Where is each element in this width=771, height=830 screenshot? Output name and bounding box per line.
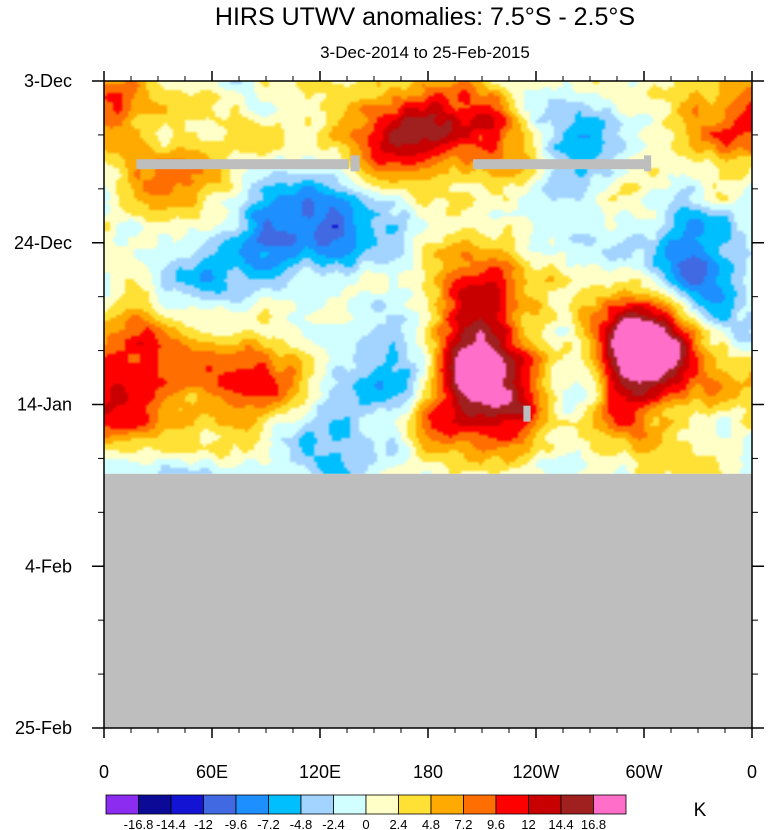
y-tick-label: 24-Dec: [14, 233, 72, 253]
colorbar-swatch: [235, 794, 269, 815]
missing-data-layer: [104, 155, 752, 728]
colorbar-swatch: [365, 794, 399, 815]
missing-data-segment: [473, 159, 644, 170]
colorbar-label: 2.4: [389, 817, 407, 830]
colorbar-swatch: [203, 794, 237, 815]
x-tick-label: 60W: [625, 762, 662, 782]
colorbar-swatch: [300, 794, 334, 815]
colorbar-label: -16.8: [124, 817, 154, 830]
colorbar-unit: K: [694, 800, 707, 821]
colorbar-label: -12: [194, 817, 213, 830]
colorbar-label: 0: [362, 817, 369, 830]
chart-subtitle: 3-Dec-2014 to 25-Feb-2015: [320, 43, 530, 62]
colorbar-label: -14.4: [156, 817, 186, 830]
colorbar-swatch: [430, 794, 464, 815]
colorbar-swatch: [463, 794, 497, 815]
x-tick-label: 0: [747, 762, 757, 782]
colorbar-label: 16.8: [581, 817, 606, 830]
x-tick-label: 180: [413, 762, 443, 782]
colorbar-label: 12: [521, 817, 535, 830]
x-tick-label: 120W: [512, 762, 559, 782]
colorbar-label: 4.8: [422, 817, 440, 830]
chart-title: HIRS UTWV anomalies: 7.5°S - 2.5°S: [215, 3, 635, 31]
y-tick-label: 25-Feb: [15, 718, 72, 738]
missing-data-region: [104, 473, 752, 728]
colorbar: -16.8 -14.4 -12 -9.6 -7.2 -4.8 -2.4 0 2.4 4.8 7.2 9…: [105, 794, 627, 830]
colorbar-label: -7.2: [257, 817, 279, 830]
colorbar-swatch: [268, 794, 302, 815]
x-tick-label: 0: [99, 762, 109, 782]
y-tick-label: 14-Jan: [17, 395, 72, 415]
colorbar-label: -4.8: [290, 817, 312, 830]
colorbar-swatch: [528, 794, 562, 815]
colorbar-label: 9.6: [487, 817, 505, 830]
y-tick-label: 3-Dec: [24, 71, 72, 91]
colorbar-swatch: [105, 794, 139, 815]
missing-data-segment: [136, 159, 349, 170]
missing-data-segment: [350, 155, 360, 172]
colorbar-swatch: [170, 794, 204, 815]
colorbar-label: 7.2: [454, 817, 472, 830]
colorbar-swatch: [495, 794, 529, 815]
colorbar-swatch: [593, 794, 627, 815]
y-tick-label: 4-Feb: [25, 556, 72, 576]
axes: 0 60E 120E 180 120W 60W 0 3-Dec 24-Dec 14-Jan 4-Fe…: [14, 71, 764, 782]
colorbar-label: 14.4: [548, 817, 573, 830]
x-tick-label: 60E: [196, 762, 228, 782]
colorbar-label: -2.4: [322, 817, 344, 830]
missing-data-segment: [644, 155, 652, 172]
x-tick-label: 120E: [299, 762, 341, 782]
colorbar-label: -9.6: [225, 817, 247, 830]
colorbar-swatch: [398, 794, 432, 815]
heatmap-field: [104, 81, 752, 474]
colorbar-swatch: [138, 794, 172, 815]
colorbar-swatch: [560, 794, 594, 815]
colorbar-swatch: [333, 794, 367, 815]
heatmap-field-image: [104, 81, 752, 474]
missing-data-segment: [523, 405, 531, 422]
